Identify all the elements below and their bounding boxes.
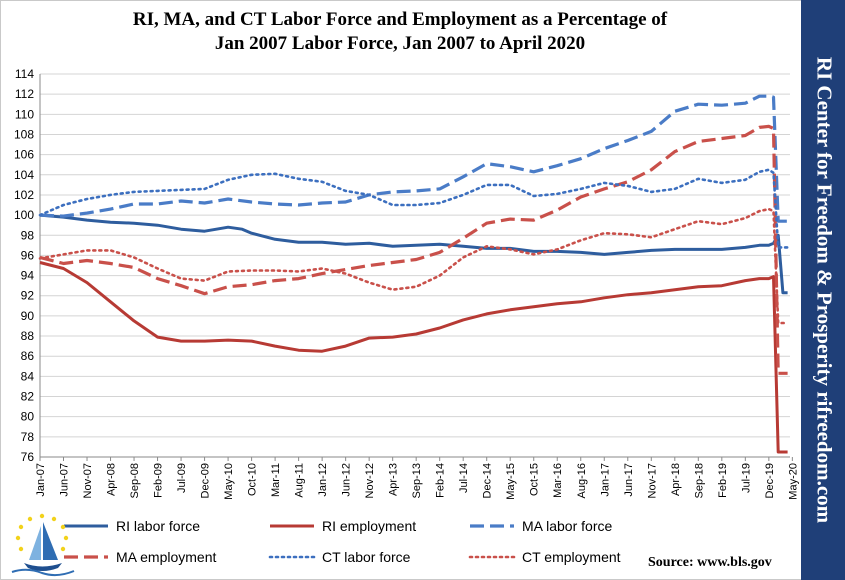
x-tick-label: Oct-15	[529, 463, 541, 496]
legend-label: CT labor force	[322, 549, 411, 565]
y-tick-label: 112	[15, 87, 34, 101]
legend-label: RI employment	[322, 518, 416, 534]
x-tick-label: Feb-14	[435, 463, 447, 498]
chart-title: RI, MA, and CT Labor Force and Employmen…	[0, 8, 800, 56]
y-tick-label: 82	[21, 390, 35, 404]
x-tick-label: Mar-11	[270, 463, 282, 497]
series-line-ct-labor-force	[38, 168, 789, 249]
series-line-ma-employment	[39, 124, 788, 375]
y-tick-label: 110	[15, 107, 34, 121]
x-tick-label: Dec-14	[482, 463, 494, 498]
legend-label: MA labor force	[522, 518, 612, 534]
x-tick-label: May-20	[787, 463, 799, 500]
source-note: Source: www.bls.gov	[648, 555, 772, 570]
line-chart: 76 78 80 82 84 86 88 90 92 94 96 98 100 102 104 106 108 1…	[14, 67, 799, 565]
y-tick-label: 86	[21, 349, 35, 363]
y-tick-label: 94	[21, 269, 35, 283]
side-banner	[801, 0, 845, 580]
y-tick-label: 90	[21, 309, 35, 323]
y-tick-label: 104	[14, 168, 34, 182]
x-tick-label: Sep-13	[411, 463, 423, 498]
x-tick-label: Jul-14	[458, 463, 470, 493]
x-tick-label: Sep-18	[693, 463, 705, 498]
x-tick-label: Feb-09	[153, 463, 165, 498]
y-tick-label: 88	[21, 329, 35, 343]
y-tick-label: 92	[21, 289, 35, 303]
y-tick-label: 80	[21, 410, 35, 424]
y-tick-label: 78	[21, 430, 35, 444]
x-tick-label: Nov-07	[82, 463, 94, 498]
chart-title-line-1: RI, MA, and CT Labor Force and Employmen…	[132, 9, 668, 30]
x-tick-label: Nov-17	[646, 463, 658, 498]
legend-label: CT employment	[522, 549, 621, 565]
y-tick-label: 98	[21, 228, 35, 242]
x-tick-label: Aug-16	[576, 463, 588, 498]
x-tick-label: Jan-07	[35, 463, 47, 497]
x-tick-label: Jul-09	[176, 463, 188, 493]
x-tick-label: May-15	[505, 463, 517, 500]
y-tick-label: 100	[14, 208, 34, 222]
x-tick-label: Apr-13	[388, 463, 400, 496]
x-axis: Jan-07 Jun-07 Nov-07 Apr-08 Sep-08 Feb-09 Jul-…	[35, 456, 799, 500]
x-tick-label: Jul-19	[740, 463, 752, 493]
series-line-ct-employment	[38, 207, 789, 325]
x-tick-label: Jun-17	[623, 463, 635, 497]
x-tick-label: Jun-07	[59, 463, 71, 497]
series-line-ri-labor-force	[39, 213, 788, 295]
y-tick-label: 76	[21, 450, 35, 464]
y-tick-label: 96	[21, 248, 35, 262]
legend: RI labor force RI employment MA labor forc…	[64, 518, 621, 565]
y-tick-label: 108	[14, 127, 34, 141]
side-banner-text: RI Center for Freedom & Prosperity rifre…	[812, 56, 837, 524]
series-line-ri-employment	[39, 261, 788, 454]
x-tick-label: Nov-12	[364, 463, 376, 498]
legend-label: MA employment	[116, 549, 216, 565]
y-tick-label: 106	[14, 148, 34, 162]
x-tick-label: Jan-12	[317, 463, 329, 497]
series-lines	[38, 94, 789, 454]
x-tick-label: Jan-17	[599, 463, 611, 497]
x-tick-label: Sep-08	[129, 463, 141, 498]
x-tick-label: May-10	[223, 463, 235, 500]
x-tick-label: Oct-10	[247, 463, 259, 496]
x-tick-label: Apr-08	[106, 463, 118, 496]
y-tick-label: 84	[21, 369, 35, 383]
x-tick-label: Dec-19	[764, 463, 776, 498]
y-tick-label: 102	[14, 188, 34, 202]
y-tick-label: 114	[15, 67, 34, 81]
chart-title-line-2: Jan 2007 Labor Force, Jan 2007 to April …	[214, 33, 586, 54]
x-tick-label: Feb-19	[717, 463, 729, 498]
y-axis: 76 78 80 82 84 86 88 90 92 94 96 98 100 102 104 106 108 1…	[14, 67, 41, 464]
x-tick-label: Jun-12	[341, 463, 353, 497]
x-tick-label: Aug-11	[294, 463, 306, 498]
x-tick-label: Apr-18	[670, 463, 682, 496]
legend-label: RI labor force	[116, 518, 200, 534]
series-line-ma-labor-force	[39, 94, 788, 223]
x-tick-label: Dec-09	[200, 463, 212, 498]
sailboat-logo-icon	[11, 513, 75, 577]
x-tick-label: Mar-16	[552, 463, 564, 498]
